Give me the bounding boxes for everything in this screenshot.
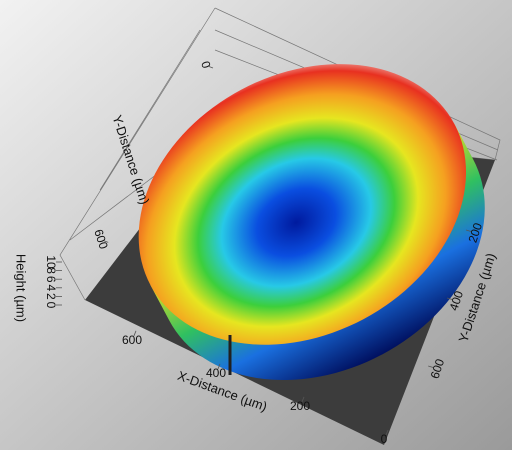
y-tick-label: 200 [466,221,486,245]
x-tick-label: 0 [381,432,388,446]
y-tick [428,365,434,368]
z-axis-title: Height (µm) [14,254,29,322]
z-tick-label: 10 [44,255,58,269]
z-tick-label: 4 [44,284,58,291]
y-tick-label: 600 [428,357,448,381]
back-y-tick-label: 600 [91,227,111,251]
back-y-tick-label: 0 [198,59,213,70]
z-tick-label: 8 [44,267,58,274]
z-tick-label: 0 [44,302,58,309]
x-tick [385,429,389,436]
y-tick [465,229,472,232]
y-tick [447,297,453,300]
back-y-tick [208,66,214,69]
z-tick-label: 2 [44,293,58,300]
x-tick-label: 400 [206,366,226,380]
y-tick-label: 400 [447,289,467,313]
x-tick [301,396,305,403]
x-tick-label: 200 [290,399,310,413]
x-tick-label: 600 [122,333,142,347]
x-tick [133,330,137,336]
surface [138,64,485,381]
back-y-tick [104,240,109,243]
z-tick-label: 6 [44,276,58,283]
x-tick [217,363,221,370]
